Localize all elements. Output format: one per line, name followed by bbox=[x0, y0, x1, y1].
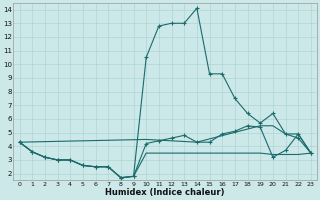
X-axis label: Humidex (Indice chaleur): Humidex (Indice chaleur) bbox=[106, 188, 225, 197]
